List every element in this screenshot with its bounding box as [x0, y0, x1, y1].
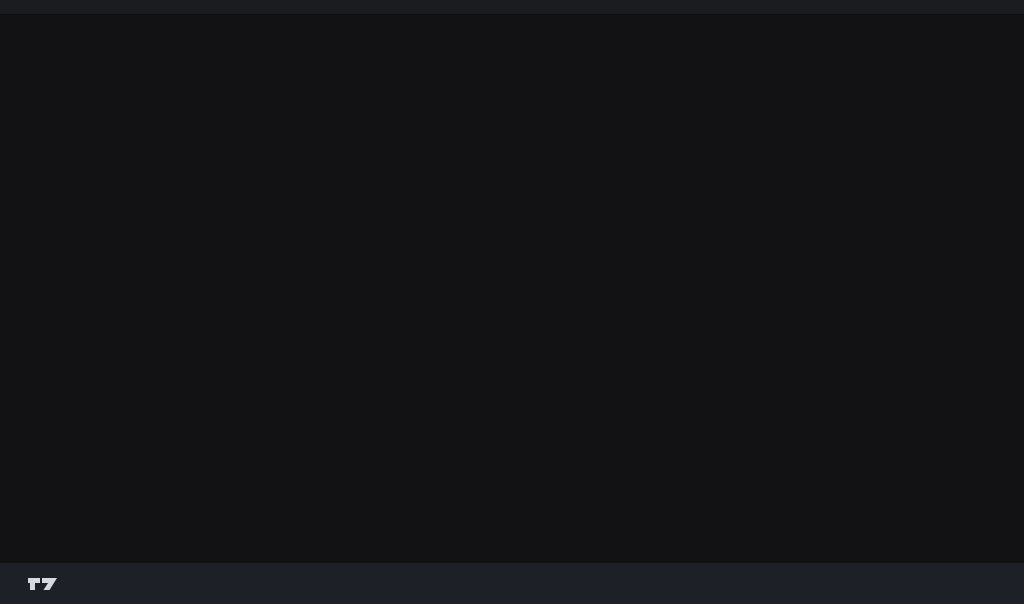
tradingview-logo-icon	[28, 577, 57, 590]
attribution-bar	[0, 0, 1024, 15]
tradingview-logo[interactable]	[28, 574, 70, 594]
footer-bar	[0, 563, 1024, 604]
